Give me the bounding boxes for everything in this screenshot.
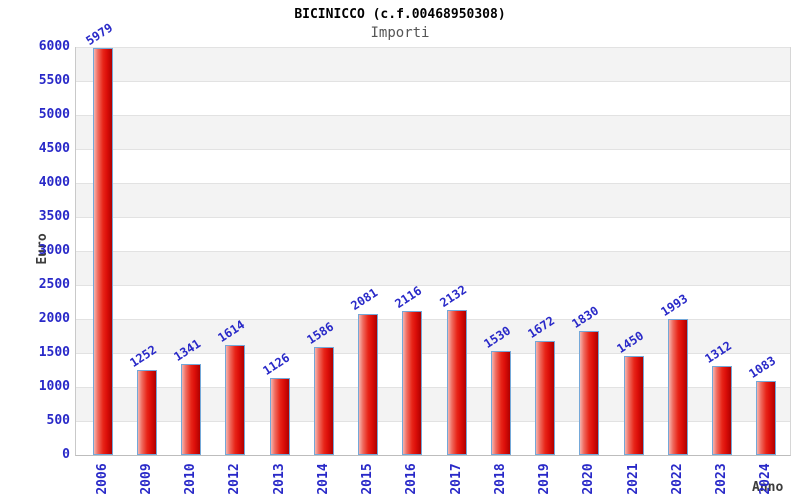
x-tick-label: 2012 — [227, 463, 243, 495]
bar — [756, 381, 777, 455]
x-tick-label: 2006 — [94, 463, 110, 495]
bar — [490, 350, 511, 455]
bar — [136, 369, 157, 455]
x-tick-label: 2016 — [404, 463, 420, 495]
y-tick-label: 5000 — [38, 107, 70, 122]
y-tick-label: 1000 — [38, 379, 70, 394]
bar — [446, 310, 467, 455]
bar — [358, 313, 378, 455]
bar — [402, 311, 423, 455]
grid-band — [76, 183, 790, 217]
y-tick-label: 5500 — [38, 73, 70, 88]
bar — [225, 345, 246, 455]
grid-band — [76, 149, 790, 183]
x-tick-label: 2021 — [625, 463, 641, 495]
grid-band — [76, 251, 790, 285]
x-axis-title: Anno — [752, 480, 784, 495]
grid-band — [76, 115, 790, 149]
grid-band — [76, 285, 790, 319]
grid-band — [76, 47, 790, 81]
y-tick-label: 2500 — [38, 277, 70, 292]
bar — [579, 330, 600, 455]
chart-title: BICINICCO (c.f.00468950308) — [294, 7, 506, 22]
chart-subtitle: Importi — [370, 25, 430, 41]
x-tick-label: 2023 — [714, 463, 729, 495]
x-tick-label: 2014 — [315, 463, 331, 495]
y-tick-label: 4000 — [38, 175, 70, 190]
y-tick-label: 500 — [46, 413, 70, 428]
y-tick-label: 6000 — [38, 39, 70, 54]
x-tick-label: 2015 — [360, 463, 375, 495]
y-tick-label: 1500 — [38, 345, 70, 360]
grid-band — [76, 217, 790, 251]
x-tick-label: 2019 — [537, 463, 552, 495]
bar — [92, 48, 113, 455]
bars-layer — [76, 47, 790, 455]
x-tick-label: 2018 — [492, 463, 508, 495]
y-tick-label: 2000 — [38, 311, 70, 326]
bar — [313, 347, 334, 455]
x-tick-label: 2017 — [448, 463, 464, 495]
x-tick-label: 2010 — [183, 463, 198, 495]
plot-area — [75, 47, 791, 456]
x-tick-label: 2020 — [581, 463, 597, 495]
bar — [535, 341, 555, 455]
x-tick-label: 2013 — [271, 463, 287, 495]
bar — [712, 365, 732, 455]
grid-band — [76, 81, 790, 115]
x-tick-label: 2024 — [758, 463, 774, 495]
y-tick-label: 3000 — [38, 243, 70, 258]
bar — [269, 378, 290, 455]
y-tick-label: 3500 — [38, 209, 70, 224]
x-tick-label: 2022 — [669, 463, 685, 495]
bar — [623, 356, 644, 455]
x-tick-label: 2009 — [138, 463, 154, 495]
bar — [181, 363, 201, 455]
bar — [667, 319, 688, 455]
y-tick-label: 0 — [62, 447, 70, 462]
y-tick-label: 4500 — [38, 141, 70, 156]
